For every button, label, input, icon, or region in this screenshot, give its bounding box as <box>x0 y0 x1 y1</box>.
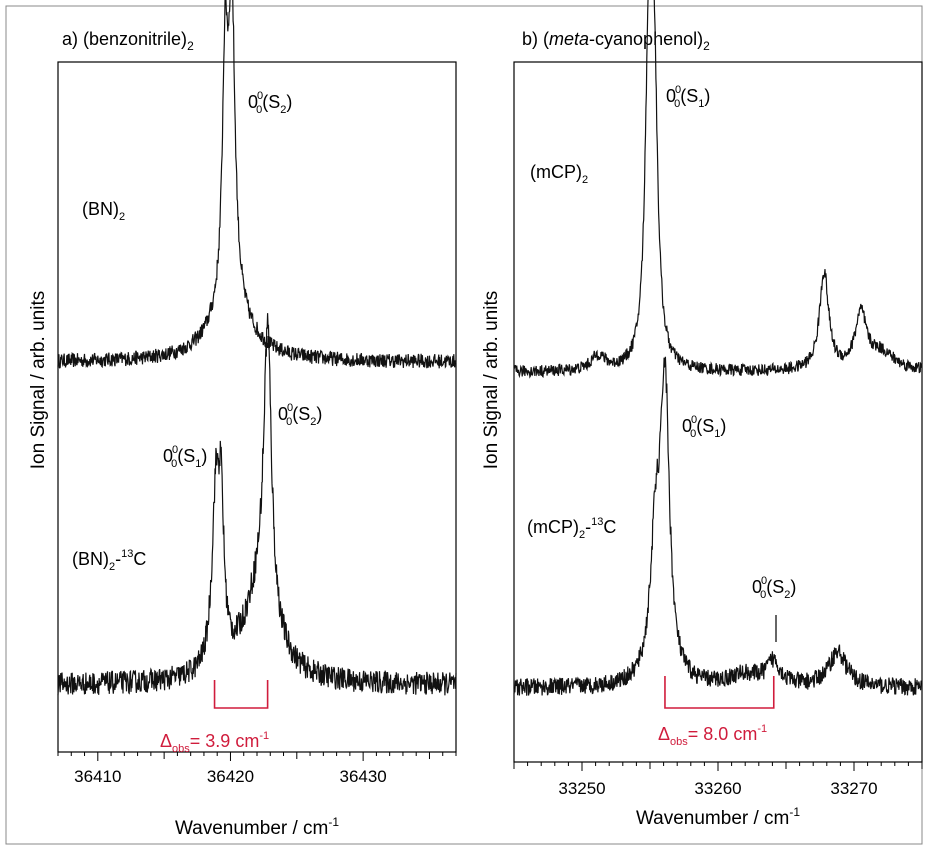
panel-a: a) (benzonitrile)2 Ion Signal / arb. uni… <box>28 0 457 839</box>
annotation-bn2-13c-s1: 00 0(S1) <box>163 444 207 470</box>
panel-b-title: b) (meta-cyanophenol)2 <box>522 29 710 53</box>
panel-b-ylabel: Ion Signal / arb. units <box>481 291 502 470</box>
x-tick-label: 36410 <box>74 767 121 786</box>
series-label-bn2-13c: (BN)2-13C <box>72 548 146 573</box>
x-tick-label: 33260 <box>694 779 741 798</box>
panel-a-trace-bn2-13c <box>57 313 457 696</box>
splitting-bracket-bn <box>213 680 269 709</box>
panel-b-trace-mcp2-13c <box>513 356 923 696</box>
panel-a-title: a) (benzonitrile)2 <box>62 29 194 53</box>
panel-a-ylabel: Ion Signal / arb. units <box>28 291 49 470</box>
series-label-mcp2: (mCP)2 <box>530 162 588 186</box>
x-tick-label: 33270 <box>830 779 877 798</box>
panel-b-xlabel: Wavenumber / cm-1 <box>636 805 800 829</box>
series-label-bn2: (BN)2 <box>82 199 125 223</box>
annotation-mcp2-13c-s1: 00 0(S1) <box>682 414 726 440</box>
annotation-bn2-13c-s2: 00 0(S2) <box>278 402 322 428</box>
panel-a-x-axis: 36410 36420 36430 <box>57 752 457 786</box>
x-tick-label: 36430 <box>339 767 386 786</box>
panel-b: b) (meta-cyanophenol)2 Ion Signal / arb.… <box>481 0 923 829</box>
annotation-mcp2-13c-s2: 00 0(S2) <box>752 575 796 601</box>
panel-a-trace-bn2 <box>57 0 457 369</box>
x-tick-label: 33250 <box>558 779 605 798</box>
splitting-bracket-mcp <box>664 676 775 709</box>
series-label-mcp2-13c: (mCP)2-13C <box>527 516 616 541</box>
figure-border <box>5 5 923 845</box>
annotation-mcp2-s1: 00 0(S1) <box>666 84 710 110</box>
panel-a-frame <box>57 61 457 753</box>
panel-a-xlabel: Wavenumber / cm-1 <box>175 815 339 839</box>
x-tick-label: 36420 <box>207 767 254 786</box>
annotation-bn2-s2: 00 0(S2) <box>248 90 292 116</box>
splitting-label-mcp: Δobs= 8.0 cm-1 <box>658 723 767 748</box>
panel-b-trace-mcp2 <box>513 0 923 379</box>
splitting-label-bn: Δobs= 3.9 cm-1 <box>160 730 269 755</box>
panel-b-x-axis: 33250 33260 33270 <box>513 762 923 798</box>
